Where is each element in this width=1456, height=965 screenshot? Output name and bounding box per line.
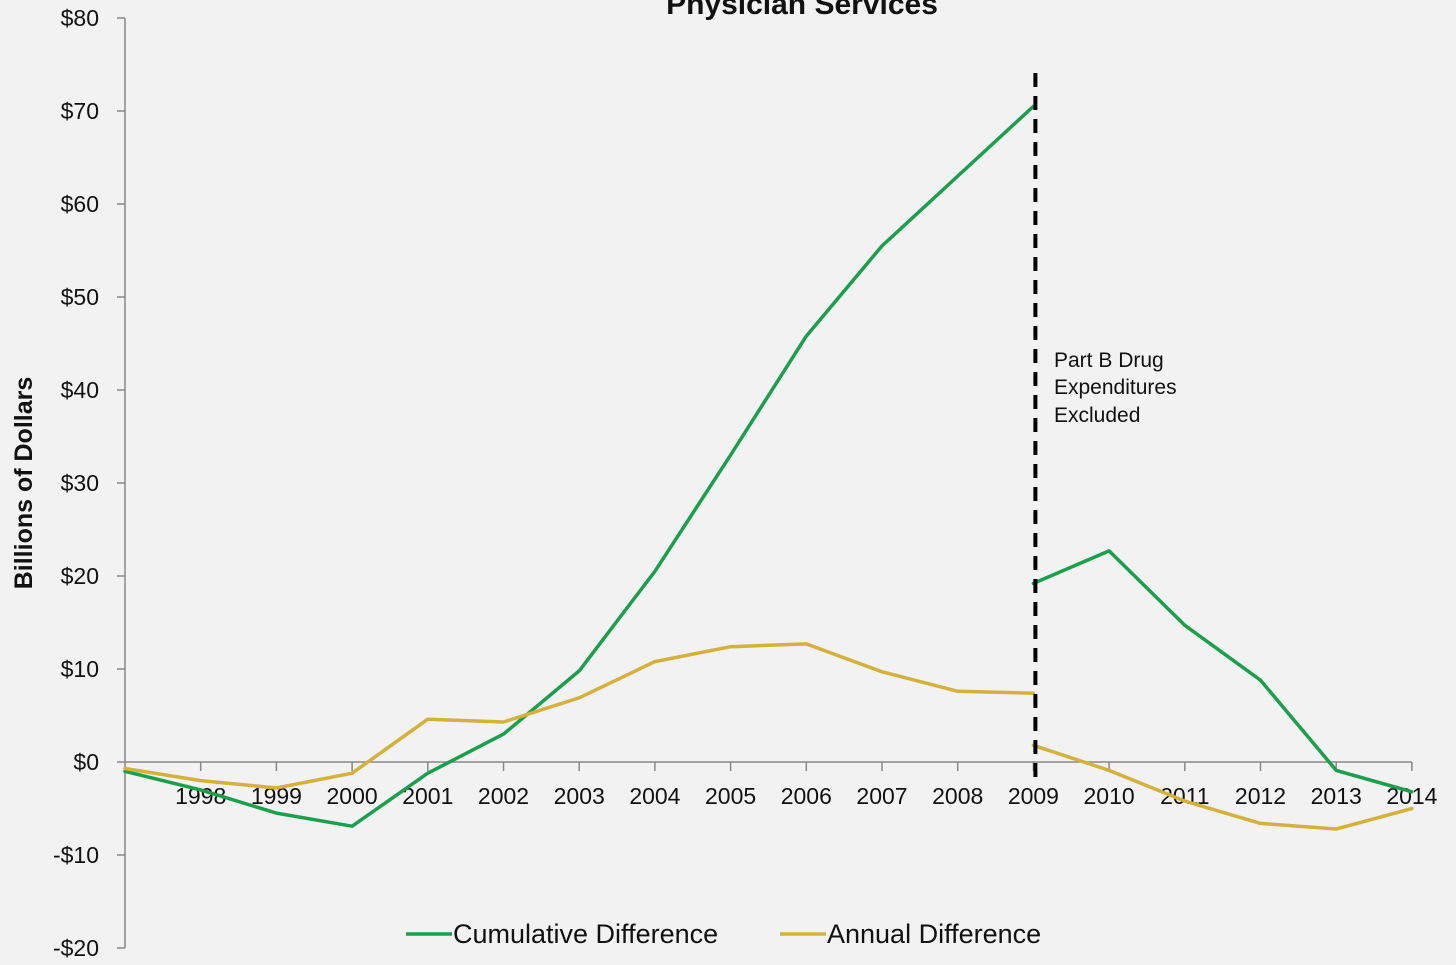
annotation-group: Part B Drug Expenditures Excluded xyxy=(1033,73,1177,778)
series-line-cumulative-segment-1 xyxy=(123,104,1036,828)
x-tick-label: 2012 xyxy=(1235,783,1286,809)
x-tick-label: 2007 xyxy=(856,783,907,809)
y-tick-label: -$20 xyxy=(53,935,99,961)
legend-label-annual: Annual Difference xyxy=(827,919,1041,949)
y-tick-label: $0 xyxy=(73,749,99,775)
y-tick-label: $60 xyxy=(61,191,99,217)
x-tick-label: 2002 xyxy=(478,783,529,809)
series-line-annual-segment-1 xyxy=(123,642,1036,790)
y-tick-label: -$10 xyxy=(53,842,99,868)
y-tick-label: $50 xyxy=(61,284,99,310)
annotation-line-2: Expenditures xyxy=(1054,376,1177,399)
legend: Cumulative Difference Annual Difference xyxy=(406,919,1041,949)
legend-label-cumulative: Cumulative Difference xyxy=(453,919,718,949)
x-tick-label: 2000 xyxy=(327,783,378,809)
y-tick-label: $40 xyxy=(61,377,99,403)
y-axis-title: Billions of Dollars xyxy=(10,377,38,590)
series-group xyxy=(123,104,1414,831)
series-line-annual-segment-2 xyxy=(1031,743,1414,831)
x-tick-label: 2006 xyxy=(781,783,832,809)
annotation-line-3: Excluded xyxy=(1054,404,1140,427)
x-tick-label: 2004 xyxy=(629,783,680,809)
y-tick-label: $20 xyxy=(61,563,99,589)
x-tick-label: 2010 xyxy=(1084,783,1135,809)
y-tick-label: $30 xyxy=(61,470,99,496)
annotation-line-1: Part B Drug xyxy=(1054,349,1164,372)
y-tick-label: $80 xyxy=(61,5,99,31)
x-tick-label: 2013 xyxy=(1311,783,1362,809)
y-tick-label: $70 xyxy=(61,98,99,124)
y-tick-label: $10 xyxy=(61,656,99,682)
series-line-cumulative-segment-2 xyxy=(1031,549,1414,794)
x-tick-label: 2005 xyxy=(705,783,756,809)
x-tick-label: 2009 xyxy=(1008,783,1059,809)
x-tick-label: 2008 xyxy=(932,783,983,809)
chart-title: Physician Services xyxy=(666,0,938,21)
x-tick-label: 2003 xyxy=(554,783,605,809)
x-tick-label: 2001 xyxy=(402,783,453,809)
